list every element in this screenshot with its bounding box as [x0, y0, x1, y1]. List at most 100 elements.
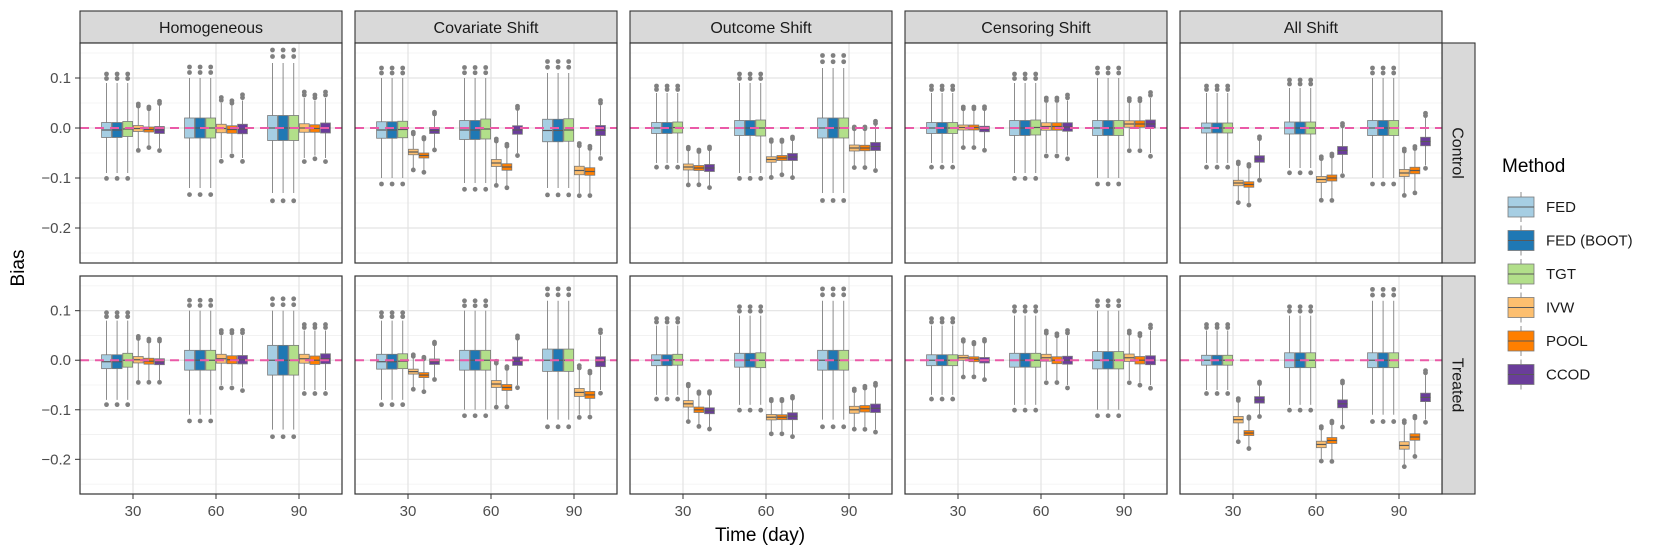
x-tick-label: 30: [125, 503, 142, 520]
outlier-point: [104, 76, 109, 81]
outlier-point: [104, 402, 109, 408]
outlier-point: [1287, 304, 1292, 310]
box-ivw-90: [574, 141, 585, 199]
outlier-point: [1126, 148, 1132, 154]
outlier-point: [146, 336, 152, 342]
outlier-point: [114, 176, 120, 181]
outlier-point: [1340, 378, 1345, 384]
outlier-point: [114, 314, 120, 320]
outlier-point: [747, 71, 753, 77]
outlier-point: [157, 148, 162, 153]
outlier-point: [929, 316, 934, 322]
outlier-point: [1297, 77, 1303, 83]
outlier-point: [1095, 298, 1100, 304]
outlier-point: [768, 175, 774, 180]
outlier-point: [982, 147, 987, 153]
outlier-point: [400, 310, 406, 316]
outlier-point: [1423, 165, 1428, 171]
outlier-point: [323, 159, 328, 165]
outlier-point: [493, 183, 499, 188]
legend-label: POOL: [1546, 333, 1588, 350]
y-tick-label: −0.2: [41, 220, 71, 237]
outlier-point: [218, 328, 224, 333]
panel-border: [629, 42, 893, 264]
outlier-point: [1105, 70, 1111, 76]
outlier-point: [1043, 95, 1049, 101]
outlier-point: [768, 137, 774, 143]
box-pool-90: [1409, 413, 1421, 459]
outlier-point: [421, 354, 427, 360]
facet-label-all-shift: All Shift: [1284, 20, 1339, 37]
outlier-point: [555, 192, 561, 198]
outlier-point: [1095, 181, 1100, 187]
outlier-point: [1204, 83, 1209, 89]
outlier-point: [758, 71, 764, 77]
outlier-point: [1126, 96, 1132, 101]
outlier-point: [1033, 76, 1039, 81]
box-fed-30: [101, 71, 112, 181]
outlier-point: [664, 83, 670, 89]
outlier-point: [747, 308, 753, 314]
outlier-point: [929, 319, 934, 325]
outlier-point: [472, 298, 478, 304]
panel-control-covariate-shift: [354, 42, 618, 264]
outlier-point: [830, 286, 836, 292]
outlier-point: [1370, 70, 1375, 76]
outlier-point: [1054, 380, 1060, 385]
outlier-point: [1329, 151, 1335, 157]
outlier-point: [1022, 176, 1028, 181]
outlier-point: [1126, 328, 1132, 334]
outlier-point: [515, 103, 520, 109]
box-pool-30: [143, 104, 155, 151]
box-tgt-30: [397, 65, 408, 187]
outlier-point: [1308, 407, 1314, 413]
box-fed-30: [101, 310, 112, 408]
outlier-point: [1287, 81, 1292, 87]
outlier-point: [280, 198, 286, 204]
outlier-point: [545, 192, 550, 198]
outlier-point: [654, 83, 659, 89]
facet-label-outcome-shift: Outcome Shift: [710, 20, 812, 37]
outlier-point: [410, 386, 416, 392]
outlier-point: [270, 296, 275, 302]
box-ccod-30: [154, 336, 165, 385]
outlier-point: [696, 182, 702, 188]
outlier-point: [939, 396, 945, 402]
box-ccod-60: [1062, 92, 1073, 162]
outlier-point: [379, 70, 384, 76]
outlier-point: [389, 65, 395, 71]
outlier-point: [410, 129, 416, 135]
y-tick-label: 0.0: [50, 352, 71, 369]
outlier-point: [1329, 198, 1335, 203]
outlier-point: [1105, 413, 1111, 419]
outlier-point: [1370, 292, 1375, 298]
box-pool-60: [226, 98, 238, 159]
outlier-point: [1204, 391, 1209, 396]
outlier-point: [504, 185, 510, 191]
outlier-point: [1297, 407, 1303, 413]
box-pool-90: [584, 143, 596, 198]
box-fed-boot-30: [111, 71, 123, 181]
outlier-point: [566, 192, 572, 198]
outlier-point: [432, 147, 437, 153]
box-fed-90: [542, 59, 553, 198]
outlier-point: [1126, 380, 1132, 386]
outlier-point: [432, 109, 437, 115]
outlier-point: [229, 328, 235, 333]
outlier-point: [1391, 181, 1397, 187]
outlier-point: [1148, 153, 1153, 159]
outlier-point: [664, 319, 670, 325]
box-fed-30: [1201, 322, 1212, 396]
outlier-point: [400, 314, 406, 320]
outlier-point: [1297, 81, 1303, 87]
outlier-point: [1308, 308, 1314, 314]
outlier-point: [462, 65, 467, 70]
outlier-point: [114, 76, 120, 81]
outlier-point: [929, 83, 934, 89]
outlier-point: [157, 379, 162, 385]
outlier-point: [1225, 83, 1231, 89]
outlier-point: [862, 165, 868, 171]
outlier-point: [841, 292, 847, 298]
box-ccod-30: [704, 144, 715, 191]
outlier-point: [270, 302, 275, 308]
